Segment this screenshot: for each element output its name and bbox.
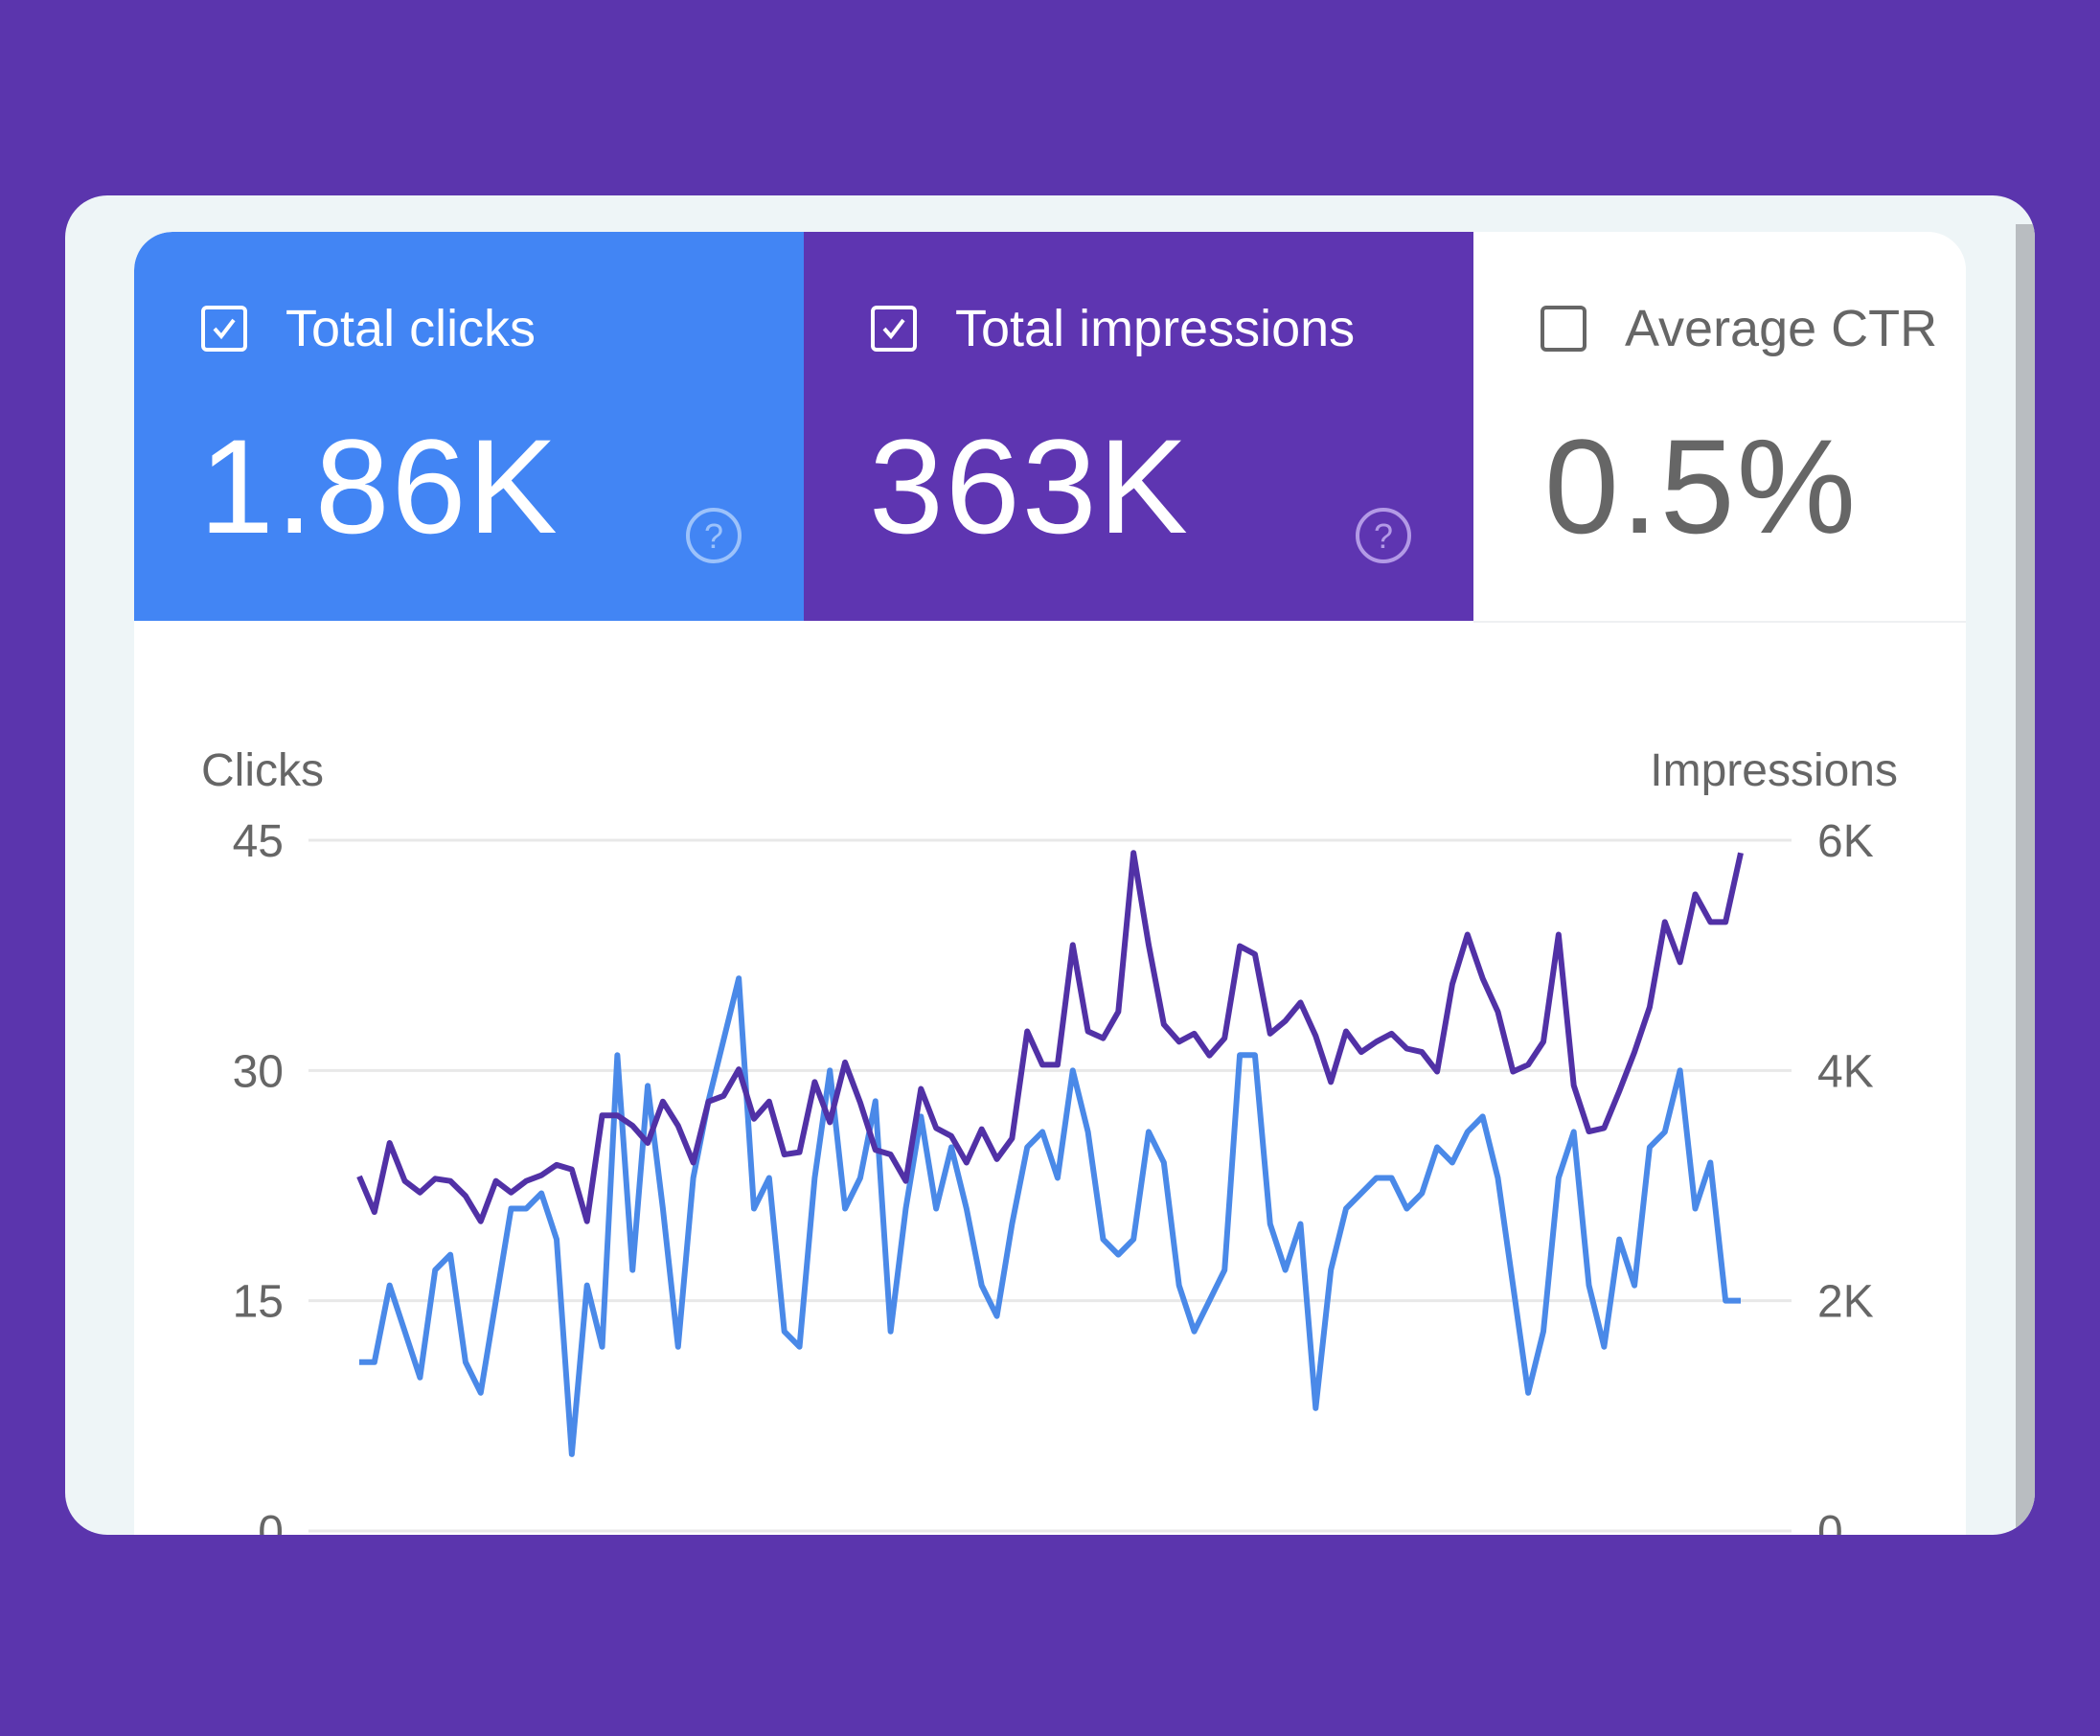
right-tick-label: 4K bbox=[1817, 1046, 1874, 1097]
right-tick-label: 0 bbox=[1817, 1507, 1843, 1535]
metric-label: Total clicks bbox=[285, 300, 536, 357]
tab-average-ctr[interactable]: Average CTR 0.5% bbox=[1473, 232, 1966, 623]
tab-total-clicks[interactable]: Total clicks 1.86K ? bbox=[134, 232, 804, 621]
left-axis-label: Clicks bbox=[201, 745, 324, 796]
right-tick-label: 6K bbox=[1817, 816, 1874, 867]
help-circle-icon[interactable]: ? bbox=[1354, 506, 1413, 565]
checkbox-icon[interactable] bbox=[871, 306, 917, 352]
performance-chart: Clicks Impressions 0 0 15 2K 30 4K 45 6K bbox=[201, 745, 1898, 1535]
checkbox-icon[interactable] bbox=[1541, 306, 1586, 352]
metrics-panel: Total clicks 1.86K ? Total impressions 3… bbox=[134, 232, 1966, 1535]
svg-text:?: ? bbox=[704, 516, 723, 556]
checkbox-icon[interactable] bbox=[201, 306, 247, 352]
left-tick-label: 45 bbox=[233, 816, 284, 867]
metric-label: Average CTR bbox=[1625, 300, 1938, 357]
left-tick-label: 15 bbox=[233, 1277, 284, 1328]
metric-label: Total impressions bbox=[955, 300, 1356, 357]
svg-text:?: ? bbox=[1374, 516, 1393, 556]
left-tick-label: 30 bbox=[233, 1046, 284, 1097]
metric-value: 1.86K bbox=[199, 411, 559, 561]
series-line-impressions bbox=[356, 850, 1744, 1224]
card-edge bbox=[2016, 224, 2035, 1535]
tab-total-impressions[interactable]: Total impressions 363K ? bbox=[804, 232, 1473, 621]
help-circle-icon[interactable]: ? bbox=[684, 506, 743, 565]
right-axis-label: Impressions bbox=[1650, 745, 1898, 796]
series-line-clicks bbox=[359, 975, 1741, 1457]
metric-value: 363K bbox=[869, 411, 1190, 561]
left-tick-label: 0 bbox=[258, 1507, 284, 1535]
performance-card: Total clicks 1.86K ? Total impressions 3… bbox=[65, 195, 2035, 1535]
metric-value: 0.5% bbox=[1544, 411, 1859, 561]
right-tick-label: 2K bbox=[1817, 1277, 1874, 1328]
